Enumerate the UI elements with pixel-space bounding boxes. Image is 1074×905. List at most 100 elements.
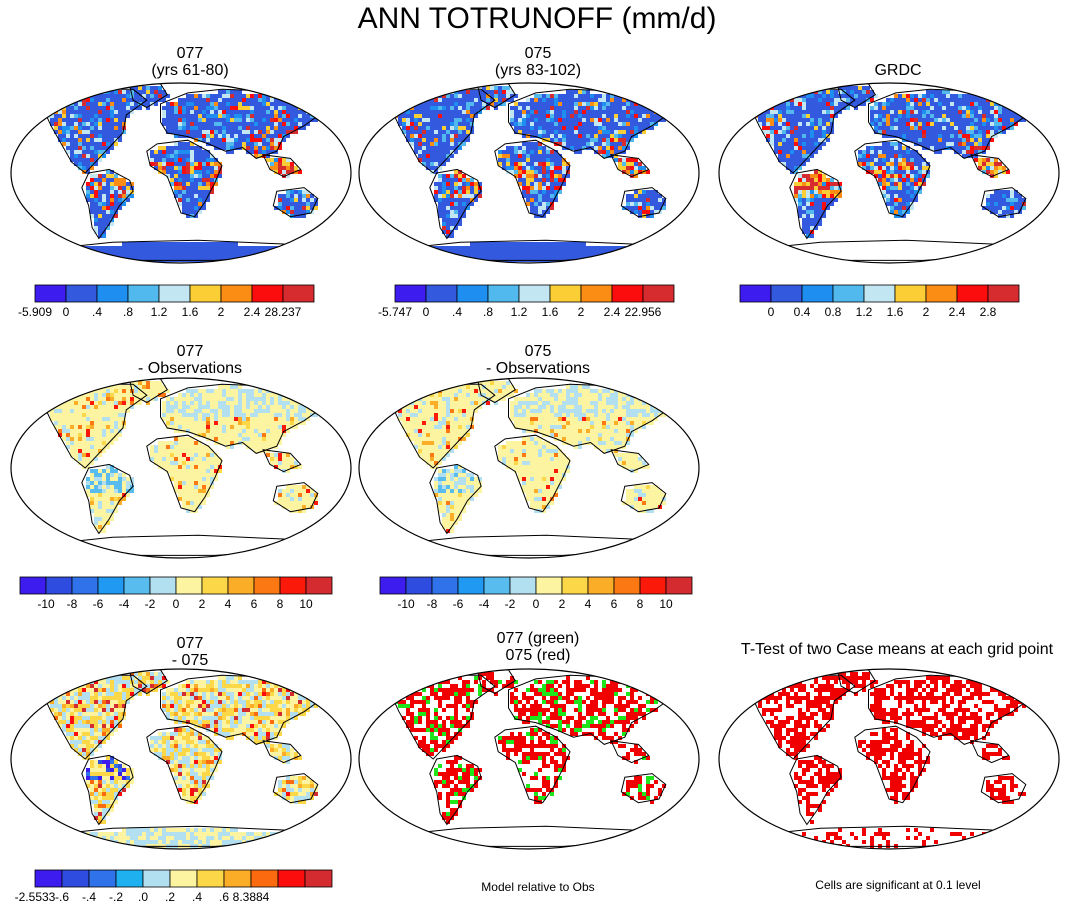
colorbar-label: 1.6 [182,305,199,319]
colorbar-swatch [394,284,427,303]
colorbar-label: 6 [611,597,618,611]
colorbar-label: 8 [637,597,644,611]
map-border [358,377,700,559]
coastline-northAmerica [43,88,148,174]
colorbar-swatch [19,576,47,595]
colorbar-label: 28.237 [265,305,302,319]
coastline-africa [854,139,931,218]
colorbar-label: 4 [585,597,592,611]
colorbar-label: 2 [578,305,585,319]
colorbar-swatch [431,576,459,595]
panel-1-title: 077 (yrs 61-80) [151,45,229,79]
colorbar-swatch [201,576,229,595]
colorbar-swatch [665,576,693,595]
coastline-northAmerica [43,383,148,469]
colorbar-label: 10 [659,597,673,611]
colorbar-swatch [45,576,73,595]
colorbar-swatch [158,284,191,303]
colorbar-swatch [457,576,485,595]
map-panel-2 [358,82,700,264]
map-panel-5 [358,377,700,559]
colorbar-swatch [34,869,63,888]
coastline-southAmerica [81,754,134,826]
coastline-northAmerica [751,674,856,760]
colorbar-label: 1.6 [887,305,904,319]
colorbar-swatch [770,284,803,303]
coastline-africa [146,725,223,804]
colorbar-label: .4 [452,305,462,319]
coastline-northAmerica [391,383,496,469]
map-border [10,377,352,559]
colorbar-swatch [613,576,641,595]
coastline-australia [980,773,1027,804]
colorbar-label: 0 [63,305,70,319]
colorbar-label: -.4 [82,890,96,904]
colorbar-label: 8 [277,597,284,611]
panel-8-title: T-Test of two Case means at each grid po… [740,641,1054,658]
coastline-southAmerica [789,754,842,826]
colorbar-swatch [115,869,144,888]
coastline-australia [620,187,667,218]
colorbar-label: .4 [192,890,202,904]
colorbar-swatch [227,576,255,595]
colorbar-label: 0 [173,597,180,611]
map-panel-6 [10,668,352,850]
map-panel-7 [358,668,700,850]
colorbar-swatch [739,284,772,303]
colorbar-swatch [509,576,537,595]
colorbar-swatch [282,284,315,303]
colorbar-swatch [405,576,433,595]
colorbar-label: .6 [219,890,229,904]
colorbar-label: .2 [165,890,175,904]
coastline-southAmerica [81,463,134,535]
colorbar-swatch [277,869,306,888]
colorbar-swatch [379,576,407,595]
map-panel-1 [10,82,352,264]
coastline-australia [620,482,667,513]
coastline-australia [272,482,319,513]
coastline-australia [272,773,319,804]
colorbar-swatch [863,284,896,303]
colorbar-swatch [149,576,177,595]
colorbar-label: 1.2 [511,305,528,319]
colorbar-label: 4 [225,597,232,611]
colorbar-label: .0 [138,890,148,904]
colorbar-swatch [925,284,958,303]
colorbar-swatch [61,869,90,888]
colorbar-swatch [97,576,125,595]
colorbar-swatch [96,284,129,303]
panel-4-title: 077- Observations [137,343,243,377]
colorbar-swatch [483,576,511,595]
colorbar-label: .8 [483,305,493,319]
coastline-southAmerica [429,463,482,535]
colorbar-panel-6: -2.5533 -.6 -.4 -.2 .0 .2 .4 .6 8.3884 [15,869,333,904]
coastline-seasia [610,449,650,473]
coastline-seasia [970,154,1010,178]
colorbar-swatch [34,284,67,303]
colorbar-swatch [123,576,151,595]
colorbar-label: -2.5533 [15,890,56,904]
colorbar-swatch [535,576,563,595]
colorbar-label: 2 [559,597,566,611]
coastline-seasia [262,449,302,473]
colorbar-panel-5: -10 -8 -6 -4 -2 0 2 4 6 8 10 [379,576,693,611]
coastline-southAmerica [81,168,134,240]
colorbar-panel-4: -10 -8 -6 -4 -2 0 2 4 6 8 10 [19,576,333,611]
map-panel-1-grid [46,86,326,262]
colorbar-label: 6 [251,597,258,611]
colorbar-label: -2 [505,597,516,611]
colorbar-swatch [251,284,284,303]
map-panel-5-grid [394,381,674,533]
colorbar-label: 1.2 [151,305,168,319]
colorbar-swatch [142,869,171,888]
colorbar-swatch [196,869,225,888]
panel-7-footer: Model relative to Obs [481,880,595,894]
colorbar-label: 2.8 [980,305,997,319]
colorbar-swatch [279,576,307,595]
coastline-northAmerica [43,674,148,760]
colorbar-swatch [456,284,489,303]
coastline-southAmerica [789,168,842,240]
colorbar-swatch [65,284,98,303]
colorbar-swatch [487,284,520,303]
map-border [10,668,352,850]
